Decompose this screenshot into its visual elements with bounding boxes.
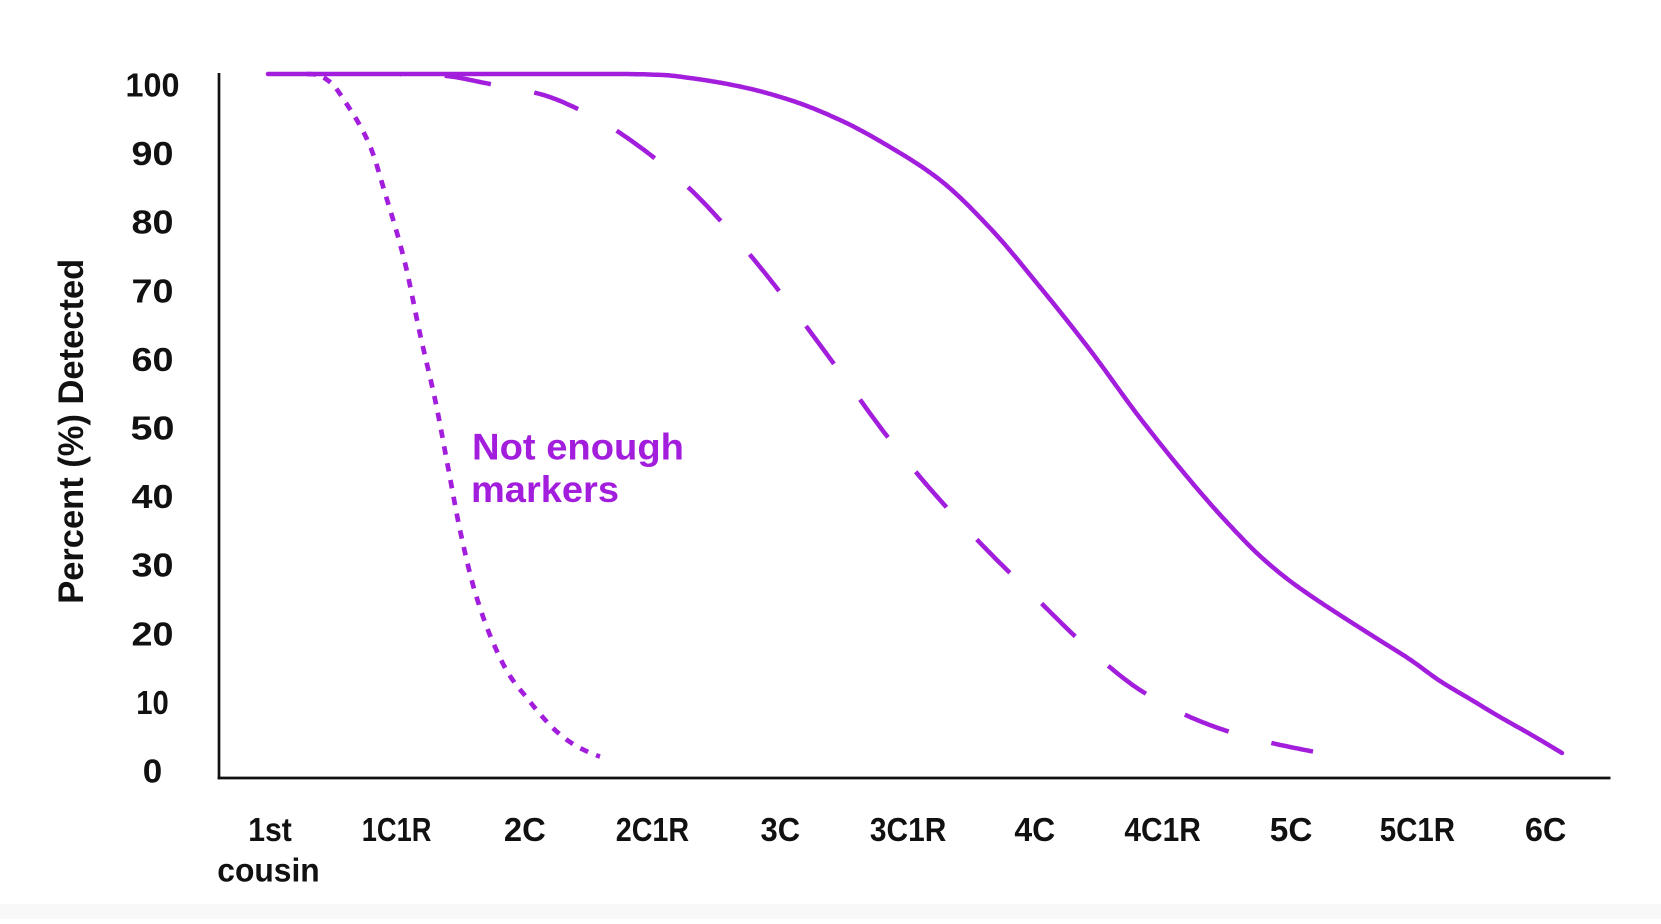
svg-text:6C: 6C (1525, 811, 1567, 848)
svg-text:4C: 4C (1014, 811, 1055, 848)
svg-text:90: 90 (132, 135, 174, 172)
svg-text:50: 50 (131, 410, 175, 447)
svg-text:30: 30 (132, 547, 174, 584)
svg-text:Percent (%) Detected: Percent (%) Detected (52, 259, 91, 604)
svg-text:markers: markers (471, 469, 619, 510)
svg-text:3C1R: 3C1R (870, 811, 947, 848)
svg-text:5C: 5C (1270, 811, 1313, 848)
svg-text:3C: 3C (761, 811, 801, 848)
svg-text:4C1R: 4C1R (1124, 811, 1201, 848)
svg-text:2C1R: 2C1R (616, 811, 689, 848)
svg-text:1C1R: 1C1R (362, 811, 432, 848)
svg-text:40: 40 (132, 478, 174, 515)
svg-text:cousin: cousin (217, 852, 319, 889)
svg-text:1st: 1st (248, 811, 292, 848)
svg-text:70: 70 (132, 272, 174, 309)
svg-text:5C1R: 5C1R (1380, 811, 1455, 848)
svg-text:10: 10 (136, 684, 169, 721)
svg-text:80: 80 (132, 204, 174, 241)
svg-text:Not enough: Not enough (472, 427, 684, 468)
svg-text:60: 60 (132, 341, 174, 378)
svg-text:100: 100 (126, 67, 180, 104)
svg-text:0: 0 (143, 753, 163, 790)
svg-text:20: 20 (132, 615, 174, 652)
svg-text:2C: 2C (504, 811, 546, 848)
